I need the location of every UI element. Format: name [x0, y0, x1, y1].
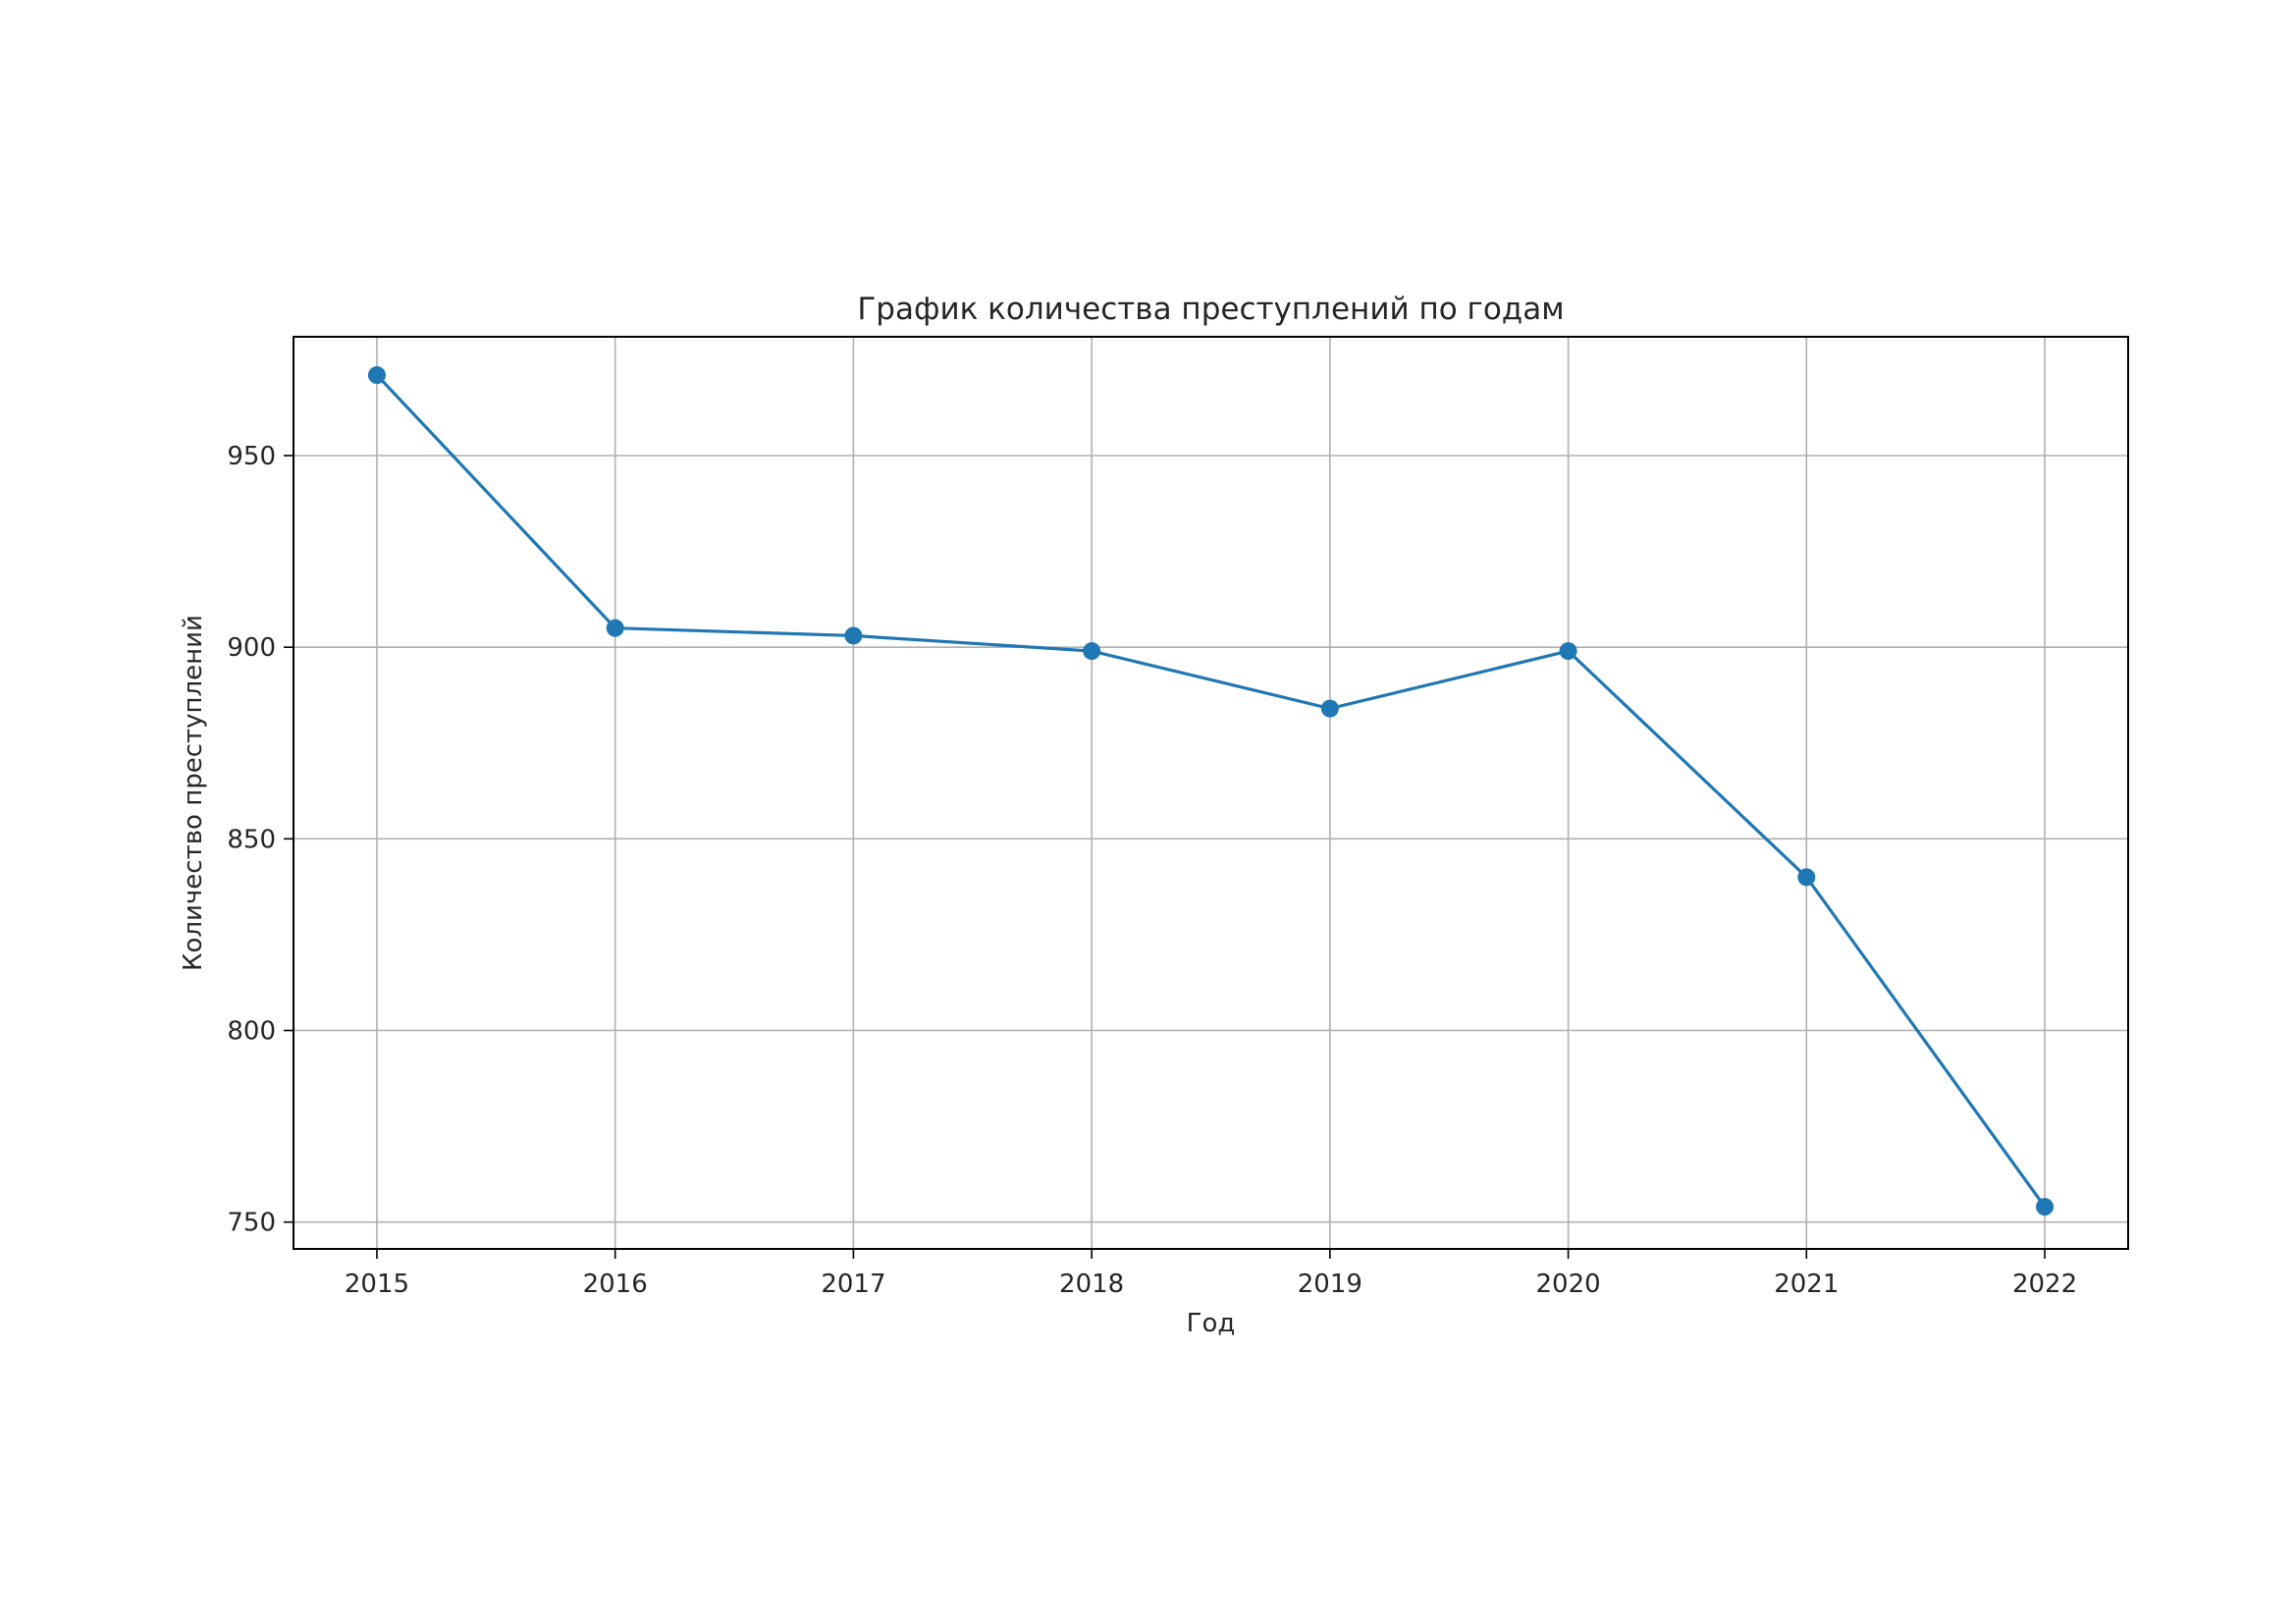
y-axis-ticks: 750 800 850 900 950: [227, 442, 294, 1238]
series-layer: [367, 366, 2055, 1217]
x-tick-label: 2019: [1298, 1270, 1362, 1299]
data-point: [844, 626, 863, 645]
x-tick-label: 2015: [345, 1270, 409, 1299]
x-axis-ticks: 2015 2016 2017 2018 2019 2020 2021 2022: [345, 1249, 2077, 1299]
data-point: [1797, 868, 1816, 887]
x-tick-label: 2017: [821, 1270, 885, 1299]
y-tick-label: 950: [227, 442, 276, 471]
x-tick-label: 2020: [1536, 1270, 1601, 1299]
series-line: [375, 373, 2047, 1208]
data-point: [2036, 1198, 2055, 1217]
data-point: [606, 619, 624, 637]
data-point: [1320, 699, 1339, 718]
data-point: [1559, 642, 1577, 661]
y-gridlines: [294, 455, 2128, 1223]
x-tick-label: 2022: [2012, 1270, 2077, 1299]
y-tick-label: 900: [227, 633, 276, 663]
y-tick-label: 850: [227, 825, 276, 854]
x-tick-label: 2018: [1059, 1270, 1124, 1299]
y-axis-label: Количество преступлений: [179, 615, 208, 971]
plot-area-frame: [293, 336, 2129, 1250]
y-tick-label: 750: [227, 1209, 276, 1238]
x-gridlines: [376, 337, 2046, 1249]
data-point: [1083, 642, 1101, 661]
x-tick-label: 2021: [1774, 1270, 1839, 1299]
data-point: [367, 366, 386, 385]
chart-title: График количества преступлений по годам: [857, 292, 1564, 327]
y-tick-label: 800: [227, 1017, 276, 1047]
x-axis-label: Год: [1187, 1309, 1236, 1338]
x-tick-label: 2016: [583, 1270, 648, 1299]
